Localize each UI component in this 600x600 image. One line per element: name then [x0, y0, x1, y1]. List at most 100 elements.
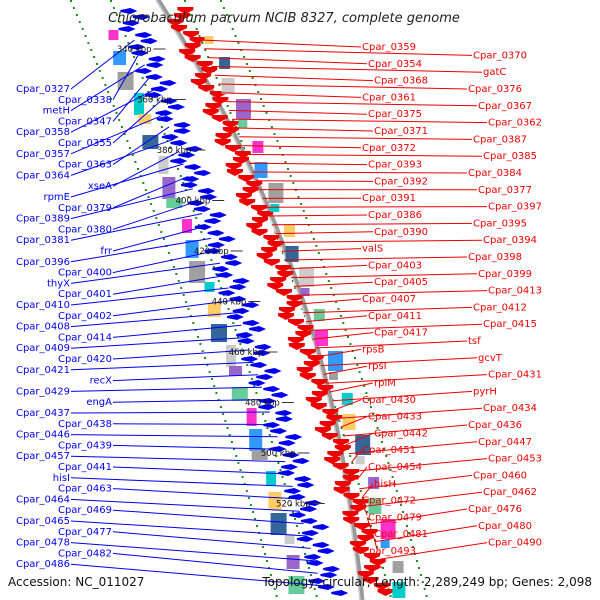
right-gene-label[interactable]: Cpar_0472: [362, 496, 416, 507]
right-gene-label[interactable]: rpsB: [362, 344, 385, 355]
right-gene-label[interactable]: rplM: [374, 378, 396, 389]
right-gene-label[interactable]: Cpar_0390: [374, 227, 428, 238]
right-gene-label[interactable]: Cpar_0454: [368, 462, 422, 473]
right-gene-label[interactable]: Cpar_0387: [473, 134, 527, 145]
left-gene-label[interactable]: Cpar_0421: [16, 365, 70, 376]
left-gene-label[interactable]: Cpar_0486: [16, 559, 70, 570]
left-gene-label[interactable]: Cpar_0389: [16, 214, 70, 225]
right-gene-label[interactable]: Cpar_0403: [368, 260, 422, 271]
left-gene-label[interactable]: metH: [43, 106, 70, 117]
right-gene-label[interactable]: Cpar_0385: [483, 151, 537, 162]
left-gene-label[interactable]: Cpar_0364: [16, 170, 70, 181]
left-gene-label[interactable]: Cpar_0327: [16, 84, 70, 95]
right-gene-label[interactable]: pyrH: [473, 386, 497, 397]
left-gene-label[interactable]: Cpar_0357: [16, 149, 70, 160]
left-gene-label[interactable]: Cpar_0446: [16, 430, 70, 441]
left-gene-label[interactable]: Cpar_0396: [16, 257, 70, 268]
left-gene-label[interactable]: Cpar_0469: [58, 505, 112, 516]
right-gene-label[interactable]: Cpar_0447: [478, 437, 532, 448]
right-gene-label[interactable]: Cpar_0359: [362, 42, 416, 53]
right-gene-label[interactable]: Cpar_0434: [483, 403, 537, 414]
left-gene-label[interactable]: Cpar_0429: [16, 386, 70, 397]
left-gene-label[interactable]: Cpar_0355: [58, 138, 112, 149]
right-gene-label[interactable]: tsf: [468, 336, 481, 347]
right-gene-label[interactable]: Cpar_0368: [374, 76, 428, 87]
left-gene-label[interactable]: Cpar_0358: [16, 127, 70, 138]
right-gene-label[interactable]: gcvT: [478, 353, 503, 364]
right-gene-label[interactable]: Cpar_0462: [483, 487, 537, 498]
left-gene-label[interactable]: Cpar_0402: [58, 311, 112, 322]
right-gene-label[interactable]: Cpar_0453: [488, 454, 542, 465]
right-gene-label[interactable]: Cpar_0412: [473, 302, 527, 313]
right-gene-label[interactable]: Cpar_0395: [473, 218, 527, 229]
left-gene-label[interactable]: Cpar_0379: [58, 203, 112, 214]
left-gene-label[interactable]: Cpar_0438: [58, 419, 112, 430]
left-gene-label[interactable]: Cpar_0465: [16, 516, 70, 527]
right-gene-label[interactable]: Cpar_0476: [468, 504, 522, 515]
left-gene-label[interactable]: Cpar_0363: [58, 160, 112, 171]
right-gene-label[interactable]: Cpar_0480: [478, 521, 532, 532]
left-gene-label[interactable]: Cpar_0380: [58, 224, 112, 235]
right-gene-label[interactable]: Cpar_0375: [368, 109, 422, 120]
left-gene-label[interactable]: Cpar_0439: [58, 440, 112, 451]
right-gene-label[interactable]: Cpar_0405: [374, 277, 428, 288]
right-gene-label[interactable]: Cpar_0397: [488, 202, 542, 213]
left-gene-label[interactable]: Cpar_0409: [16, 343, 70, 354]
right-gene-label[interactable]: Cpar_0376: [468, 84, 522, 95]
right-gene-label[interactable]: Cpar_0433: [368, 412, 422, 423]
left-gene-label[interactable]: Cpar_0400: [58, 268, 112, 279]
right-gene-label[interactable]: Cpar_0430: [362, 395, 416, 406]
right-gene-label[interactable]: Cpar_0393: [368, 160, 422, 171]
left-gene-label[interactable]: Cpar_0457: [16, 451, 70, 462]
left-gene-label[interactable]: Cpar_0401: [58, 289, 112, 300]
left-gene-label[interactable]: Cpar_0410: [16, 300, 70, 311]
right-gene-label[interactable]: Cpar_0407: [362, 294, 416, 305]
left-gene-label[interactable]: Cpar_0482: [58, 548, 112, 559]
right-gene-label[interactable]: Cpar_0394: [483, 235, 537, 246]
left-gene-label[interactable]: thyX: [47, 278, 70, 289]
right-gene-label[interactable]: Cpar_0370: [473, 50, 527, 61]
right-gene-label[interactable]: Cpar_0372: [362, 143, 416, 154]
right-gene-label[interactable]: Cpar_0386: [368, 210, 422, 221]
left-gene-label[interactable]: Cpar_0414: [58, 332, 112, 343]
left-gene-label[interactable]: Cpar_0420: [58, 354, 112, 365]
right-gene-label[interactable]: hisH: [374, 479, 396, 490]
right-gene-label[interactable]: Cpar_0398: [468, 252, 522, 263]
right-gene-label[interactable]: Cpar_0384: [468, 168, 522, 179]
right-gene-label[interactable]: Cpar_0451: [362, 445, 416, 456]
right-gene-label[interactable]: Cpar_0371: [374, 126, 428, 137]
left-gene-label[interactable]: Cpar_0381: [16, 235, 70, 246]
left-gene-label[interactable]: Cpar_0338: [58, 95, 112, 106]
left-gene-label[interactable]: Cpar_0408: [16, 322, 70, 333]
left-gene-label[interactable]: Cpar_0463: [58, 484, 112, 495]
right-gene-label[interactable]: Cpar_0413: [488, 286, 542, 297]
right-gene-label[interactable]: Cpar_0354: [368, 59, 422, 70]
right-gene-label[interactable]: Cpar_0392: [374, 176, 428, 187]
right-gene-label[interactable]: Cpar_0479: [368, 512, 422, 523]
right-gene-label[interactable]: Cpar_0481: [374, 529, 428, 540]
right-gene-label[interactable]: Cpar_0417: [374, 328, 428, 339]
left-gene-label[interactable]: Cpar_0477: [58, 527, 112, 538]
right-gene-label[interactable]: Cpar_0399: [478, 269, 532, 280]
left-gene-label[interactable]: xseA: [88, 181, 112, 192]
right-gene-label[interactable]: Cpar_0436: [468, 420, 522, 431]
right-gene-label[interactable]: valS: [362, 244, 383, 255]
left-gene-label[interactable]: Cpar_0437: [16, 408, 70, 419]
right-gene-label[interactable]: Cpar_0367: [478, 101, 532, 112]
left-gene-label[interactable]: hisI: [53, 473, 70, 484]
right-gene-label[interactable]: Cpar_0415: [483, 319, 537, 330]
right-gene-label[interactable]: Cpar_0362: [488, 118, 542, 129]
left-gene-label[interactable]: Cpar_0478: [16, 538, 70, 549]
right-gene-label[interactable]: Cpar_0431: [488, 370, 542, 381]
right-gene-label[interactable]: Cpar_0411: [368, 311, 422, 322]
right-gene-label[interactable]: Cpar_0361: [362, 92, 416, 103]
right-gene-label[interactable]: Cpar_0377: [478, 185, 532, 196]
right-gene-label[interactable]: gatC: [483, 67, 506, 78]
left-gene-label[interactable]: recX: [90, 376, 113, 387]
right-gene-label[interactable]: Cpar_0391: [362, 193, 416, 204]
left-gene-label[interactable]: rpmE: [43, 192, 70, 203]
left-gene-label[interactable]: frr: [100, 246, 112, 257]
right-gene-label[interactable]: Cpar_0493: [362, 546, 416, 557]
left-gene-label[interactable]: Cpar_0441: [58, 462, 112, 473]
right-gene-label[interactable]: rpsI: [368, 361, 387, 372]
